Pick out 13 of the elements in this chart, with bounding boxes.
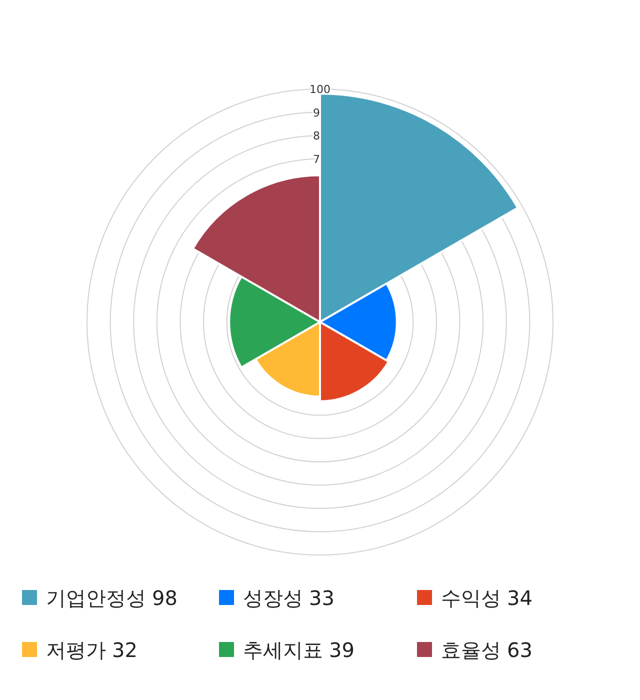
data-label: 39 <box>329 638 354 662</box>
category-label: 성장성 <box>243 586 303 610</box>
data-label: 34 <box>507 586 532 610</box>
category-label: 기업안정성 <box>46 586 146 610</box>
data-label: 33 <box>309 586 334 610</box>
category-label: 저평가 <box>46 638 106 662</box>
category-label: 효율성 <box>441 638 501 662</box>
data-label: 63 <box>507 638 532 662</box>
data-label: 32 <box>112 638 138 662</box>
category-label: 추세지표 <box>243 638 323 662</box>
category-label: 수익성 <box>441 586 501 610</box>
ticks: 100 9 8 7 <box>310 83 330 166</box>
data-label: 98 <box>152 586 178 610</box>
